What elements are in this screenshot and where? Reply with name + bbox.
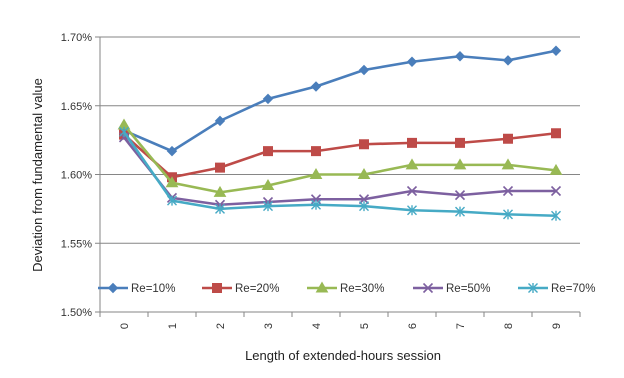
x-tick-label: 3 bbox=[263, 323, 275, 329]
data-point bbox=[165, 176, 179, 188]
data-point bbox=[406, 185, 418, 197]
legend-marker bbox=[212, 283, 222, 293]
data-point bbox=[262, 93, 274, 105]
axes bbox=[95, 36, 581, 317]
data-point bbox=[407, 137, 417, 148]
legend-item: Re=30% bbox=[307, 281, 384, 295]
data-point bbox=[551, 210, 561, 221]
x-tick-label: 5 bbox=[359, 323, 371, 329]
series-line bbox=[123, 131, 557, 179]
data-point bbox=[406, 56, 418, 67]
data-point bbox=[263, 201, 273, 212]
legend: Re=10% Re=20% Re=30% Re=50% Re=70% bbox=[98, 281, 595, 295]
data-point bbox=[309, 168, 323, 179]
data-point bbox=[359, 201, 369, 212]
x-tick-label: 9 bbox=[551, 323, 563, 329]
series-4 bbox=[119, 126, 561, 221]
marker-stroke bbox=[406, 185, 418, 197]
series-2 bbox=[117, 118, 563, 197]
data-point bbox=[551, 128, 561, 139]
legend-item: Re=70% bbox=[518, 283, 595, 295]
data-point bbox=[310, 81, 322, 92]
legend-label: Re=20% bbox=[235, 283, 279, 295]
x-tick-label: 6 bbox=[407, 323, 419, 329]
series-line bbox=[122, 136, 556, 207]
legend-marker bbox=[315, 281, 329, 293]
series-lines bbox=[117, 45, 563, 221]
x-tick-label: 1 bbox=[167, 323, 179, 329]
y-axis-title: Deviation from fundamental value bbox=[30, 78, 45, 272]
data-point bbox=[263, 146, 273, 157]
data-point bbox=[358, 64, 370, 76]
legend-item: Re=50% bbox=[413, 282, 490, 295]
data-point bbox=[311, 199, 321, 210]
data-point bbox=[503, 209, 513, 220]
series-line bbox=[123, 124, 557, 194]
data-point bbox=[119, 126, 129, 137]
legend-label: Re=50% bbox=[446, 283, 490, 295]
legend-marker bbox=[107, 282, 119, 294]
legend-marker bbox=[422, 282, 434, 294]
data-point bbox=[359, 139, 369, 150]
series-3 bbox=[118, 132, 562, 210]
y-tick-label: 1.50% bbox=[61, 307, 92, 319]
y-tick-label: 1.65% bbox=[61, 101, 92, 113]
data-point bbox=[453, 158, 467, 170]
marker-stroke bbox=[454, 190, 466, 201]
data-point bbox=[501, 158, 515, 170]
y-tick-label: 1.55% bbox=[61, 238, 92, 250]
series-line bbox=[123, 49, 557, 153]
series-line bbox=[122, 131, 557, 218]
data-point bbox=[357, 168, 371, 179]
y-tick-label: 1.60% bbox=[61, 170, 92, 182]
data-point bbox=[503, 133, 513, 144]
data-point bbox=[455, 206, 465, 217]
data-point bbox=[454, 190, 466, 201]
legend-item: Re=10% bbox=[98, 282, 175, 295]
data-point bbox=[549, 163, 563, 175]
data-point bbox=[311, 146, 321, 157]
x-tick-label: 4 bbox=[311, 323, 323, 329]
marker-stroke bbox=[422, 282, 434, 294]
data-point bbox=[550, 45, 562, 56]
data-point bbox=[455, 137, 465, 148]
data-point bbox=[405, 158, 419, 170]
x-axis-title: Length of extended-hours session bbox=[245, 348, 441, 363]
marker-stroke bbox=[550, 185, 562, 197]
legend-label: Re=70% bbox=[551, 283, 595, 295]
x-tick-label: 2 bbox=[215, 323, 227, 329]
marker-stroke bbox=[502, 185, 514, 197]
x-tick-labels: 0 1 2 3 4 5 6 7 8 9 bbox=[119, 323, 563, 329]
x-tick-label: 0 bbox=[119, 323, 131, 329]
y-tick-label: 1.70% bbox=[61, 32, 92, 44]
data-point bbox=[550, 185, 562, 197]
data-point bbox=[214, 115, 226, 127]
data-point bbox=[261, 179, 275, 190]
data-point bbox=[502, 55, 514, 66]
legend-label: Re=10% bbox=[131, 283, 175, 295]
data-point bbox=[167, 195, 177, 206]
data-point bbox=[215, 203, 225, 214]
data-point bbox=[454, 51, 466, 62]
legend-label: Re=30% bbox=[340, 283, 384, 295]
data-point bbox=[407, 205, 417, 216]
x-tick-label: 7 bbox=[455, 323, 467, 329]
legend-item: Re=20% bbox=[202, 283, 279, 295]
data-point bbox=[213, 185, 227, 197]
data-point bbox=[215, 162, 225, 173]
legend-marker bbox=[528, 283, 538, 293]
data-point bbox=[166, 145, 178, 157]
x-tick-label: 8 bbox=[503, 323, 515, 329]
data-point bbox=[502, 185, 514, 197]
y-tick-labels: 1.50% 1.55% 1.60% 1.65% 1.70% bbox=[61, 32, 92, 319]
